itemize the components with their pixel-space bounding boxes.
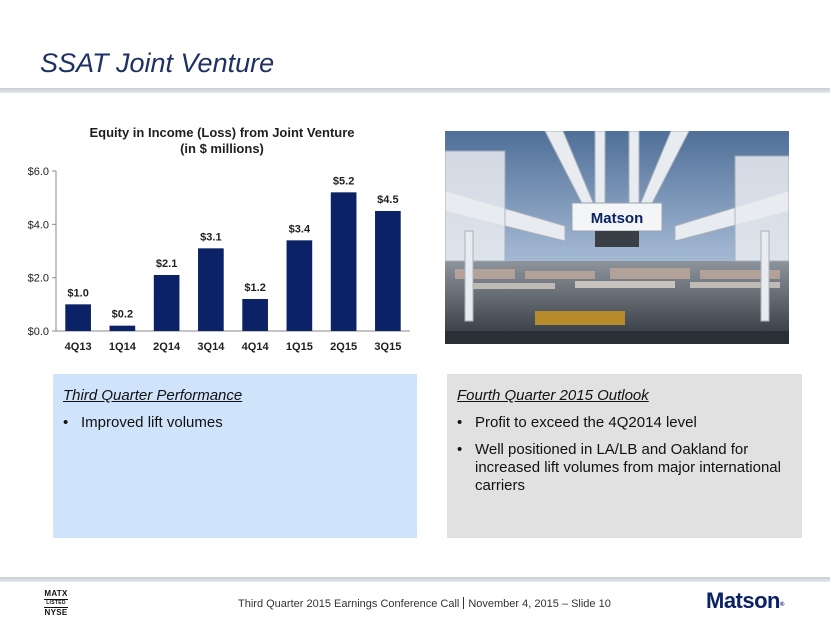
data-label-1q15: $3.4 [289, 223, 311, 235]
x-tick-label-4q14: 4Q14 [242, 341, 270, 353]
data-label-4q13: $1.0 [67, 287, 88, 299]
bar-1q14 [109, 325, 136, 331]
list-item: Improved lift volumes [63, 414, 407, 432]
data-label-4q14: $1.2 [244, 282, 265, 294]
bar-1q15 [286, 240, 313, 331]
list-item: Profit to exceed the 4Q2014 level [457, 414, 792, 432]
crane-matson-sign: Matson [591, 210, 644, 227]
third-quarter-performance-panel: Third Quarter Performance Improved lift … [53, 374, 417, 538]
nyse-listed-logo: MATX LISTED NYSE [40, 589, 72, 617]
chart-title: Equity in Income (Loss) from Joint Ventu… [89, 125, 354, 140]
y-tick-label: $4.0 [28, 219, 49, 231]
data-label-3q14: $3.1 [200, 231, 221, 243]
listed-label: LISTED [44, 598, 68, 608]
outlook-list: Profit to exceed the 4Q2014 level Well p… [457, 414, 792, 495]
x-tick-label-3q15: 3Q15 [374, 341, 401, 353]
matson-logo: Matson® [706, 588, 784, 614]
exchange-name: NYSE [44, 608, 68, 617]
x-tick-label-1q15: 1Q15 [286, 341, 313, 353]
bar-3q15 [375, 211, 401, 331]
brand-name: Matson [706, 588, 781, 613]
y-tick-label: $6.0 [28, 166, 49, 178]
bar-4q13 [65, 304, 91, 331]
data-label-2q14: $2.1 [156, 258, 177, 270]
ticker-symbol: MATX [44, 589, 68, 598]
x-tick-label-4q13: 4Q13 [65, 341, 92, 353]
chart-subtitle: (in $ millions) [180, 141, 264, 156]
footer-event: Third Quarter 2015 Earnings Conference C… [238, 598, 460, 610]
bar-3q14 [198, 248, 224, 331]
x-tick-label-2q14: 2Q14 [153, 341, 181, 353]
x-tick-label-2q15: 2Q15 [330, 341, 357, 353]
bar-4q14 [242, 299, 268, 331]
footer-separator [463, 597, 465, 609]
bar-2q15 [330, 192, 357, 331]
data-label-1q14: $0.2 [112, 309, 133, 321]
slide-title: SSAT Joint Venture [40, 48, 275, 78]
list-item: Well positioned in LA/LB and Oakland for… [457, 441, 792, 495]
y-tick-label: $0.0 [28, 326, 49, 338]
x-tick-label-3q14: 3Q14 [197, 341, 225, 353]
registered-mark: ® [780, 602, 784, 608]
performance-heading: Third Quarter Performance [63, 387, 243, 404]
fourth-quarter-outlook-panel: Fourth Quarter 2015 Outlook Profit to ex… [447, 374, 802, 538]
data-label-2q15: $5.2 [333, 175, 354, 187]
bar-2q14 [153, 275, 180, 331]
outlook-heading: Fourth Quarter 2015 Outlook [457, 387, 649, 404]
x-tick-label-1q14: 1Q14 [109, 341, 137, 353]
equity-income-bar-chart: Equity in Income (Loss) from Joint Ventu… [28, 125, 410, 353]
data-label-3q15: $4.5 [377, 194, 398, 206]
bar-series: $1.0 4Q13 $0.2 1Q14 $2.1 2Q14 $3.1 3Q14 $1.2 4Q14… [65, 175, 402, 353]
footer-date-slide: November 4, 2015 – Slide 10 [468, 598, 611, 610]
footer-divider [0, 577, 830, 582]
port-crane-photo: Matson [445, 131, 789, 344]
footer-caption: Third Quarter 2015 Earnings Conference C… [238, 597, 611, 610]
title-divider [0, 88, 830, 93]
performance-list: Improved lift volumes [63, 414, 407, 432]
y-tick-label: $2.0 [28, 273, 49, 285]
y-axis-ticks: $0.0 $2.0 $4.0 $6.0 [28, 166, 56, 338]
